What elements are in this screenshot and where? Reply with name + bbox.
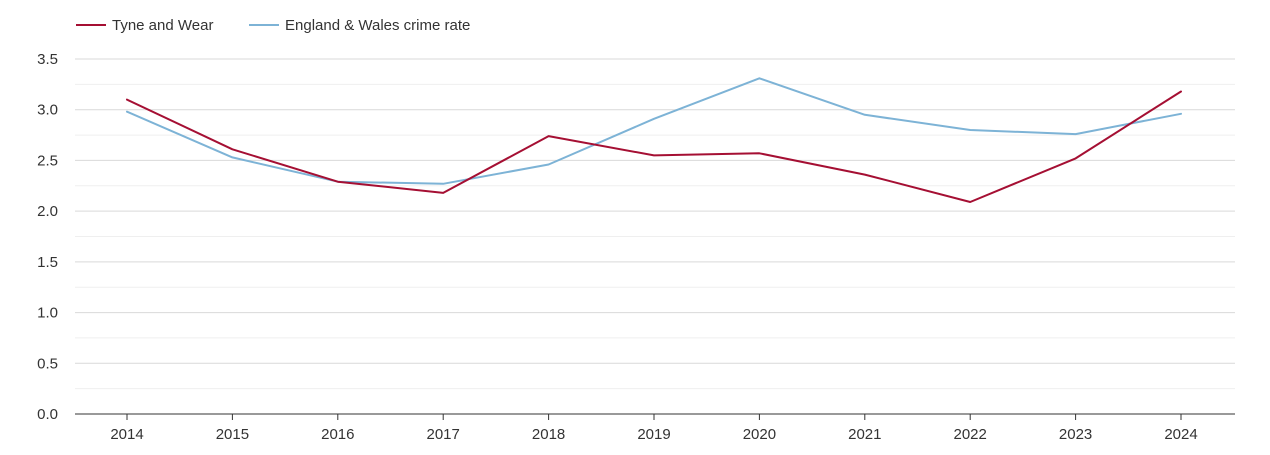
x-tick-label: 2017 (427, 426, 460, 443)
y-tick-label: 3.5 (37, 51, 58, 68)
x-tick-label: 2021 (848, 426, 881, 443)
legend-item-2[interactable]: England & Wales crime rate (249, 17, 470, 34)
y-tick-label: 0.5 (37, 355, 58, 372)
x-tick-label: 2018 (532, 426, 565, 443)
y-tick-label: 0.0 (37, 406, 58, 423)
legend-item-1[interactable]: Tyne and Wear (76, 17, 213, 34)
x-tick-label: 2023 (1059, 426, 1092, 443)
legend-label: England & Wales crime rate (285, 17, 470, 34)
y-tick-label: 2.0 (37, 203, 58, 220)
legend-label: Tyne and Wear (112, 17, 213, 34)
series-line-2 (126, 77, 1182, 185)
x-tick-label: 2015 (216, 426, 249, 443)
x-tick-label: 2020 (743, 426, 776, 443)
x-tick-label: 2014 (110, 426, 143, 443)
y-tick-label: 2.5 (37, 152, 58, 169)
y-tick-label: 1.5 (37, 254, 58, 271)
x-tick-label: 2019 (637, 426, 670, 443)
x-tick-label: 2024 (1164, 426, 1197, 443)
x-tick-label: 2022 (954, 426, 987, 443)
y-tick-label: 3.0 (37, 102, 58, 119)
y-tick-label: 1.0 (37, 305, 58, 322)
series-line-1 (126, 90, 1182, 203)
x-tick-label: 2016 (321, 426, 354, 443)
